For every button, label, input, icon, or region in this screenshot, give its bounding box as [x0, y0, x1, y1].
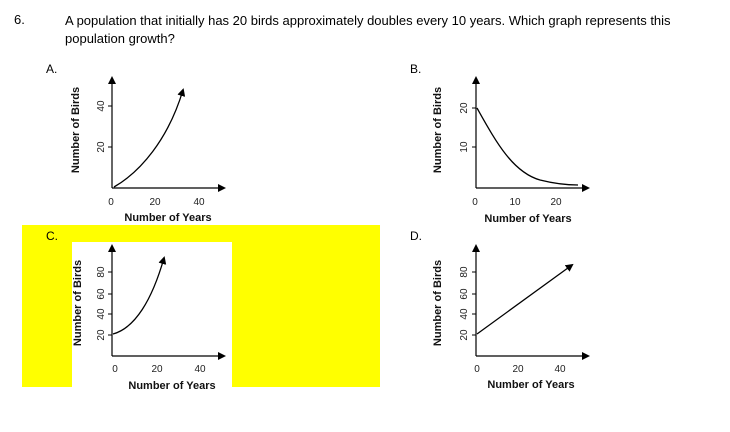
graph-b-ytitle: Number of Birds — [432, 87, 444, 173]
graph-d-xtick-0: 0 — [474, 364, 480, 375]
graph-c-ytick-0: 80 — [96, 266, 107, 278]
graph-b-xtitle: Number of Years — [484, 213, 571, 225]
question-number: 6. — [14, 12, 25, 27]
graph-a-xtitle: Number of Years — [124, 212, 211, 224]
graph-c-xtick-0: 0 — [112, 364, 118, 375]
graph-b-ytick-1: 10 — [459, 141, 470, 153]
graph-d-xtitle: Number of Years — [487, 379, 574, 391]
option-c-label[interactable]: C. — [46, 229, 58, 243]
graph-c-xtitle: Number of Years — [128, 380, 215, 392]
graph-b-xtick-0: 0 — [472, 197, 478, 208]
graph-c: 80 60 40 20 0 20 40 Number of Years Numb… — [72, 242, 232, 392]
graph-d-xtick-2: 40 — [554, 364, 566, 375]
graph-d-xtick-1: 20 — [512, 364, 524, 375]
graph-c-ytick-1: 60 — [96, 288, 107, 300]
graph-a-ytitle: Number of Birds — [70, 87, 82, 173]
graph-a-xtick-0: 0 — [108, 197, 114, 208]
graph-d: 80 60 40 20 0 20 40 Number of Years Numb… — [432, 242, 596, 391]
graph-d-ytick-3: 20 — [459, 329, 470, 341]
highlight-left — [22, 225, 72, 387]
graph-a-xtick-2: 40 — [193, 197, 205, 208]
question-text: A population that initially has 20 birds… — [65, 13, 671, 46]
graph-c-xtick-1: 20 — [151, 364, 163, 375]
graph-a-ytick-0: 40 — [96, 100, 107, 112]
graph-c-ytitle: Number of Birds — [72, 260, 84, 346]
graph-b-xtick-1: 10 — [509, 197, 521, 208]
graph-d-ytick-1: 60 — [459, 288, 470, 300]
option-d-label[interactable]: D. — [410, 229, 422, 243]
highlight-right — [232, 225, 380, 387]
graph-a: 40 20 0 20 40 Number of Years Number of … — [70, 74, 226, 224]
graph-a-ytick-1: 20 — [96, 141, 107, 153]
graph-c-ytick-3: 20 — [96, 329, 107, 341]
graph-a-xtick-1: 20 — [149, 197, 161, 208]
graph-c-curve — [112, 256, 167, 335]
option-b-label[interactable]: B. — [410, 62, 422, 76]
graph-b: 20 10 0 10 20 Number of Years Number of … — [432, 74, 590, 225]
option-a-label[interactable]: A. — [46, 62, 58, 76]
graph-b-curve — [476, 107, 579, 186]
graph-d-ytitle: Number of Birds — [432, 260, 444, 346]
graph-d-ytick-0: 80 — [459, 266, 470, 278]
graph-d-ytick-2: 40 — [459, 308, 470, 320]
graph-c-ytick-2: 40 — [96, 308, 107, 320]
graph-c-xtick-2: 40 — [194, 364, 206, 375]
graph-b-ytick-0: 20 — [459, 102, 470, 114]
graph-b-xtick-2: 20 — [550, 197, 562, 208]
graph-a-curve — [113, 88, 186, 188]
graph-d-line — [476, 263, 574, 335]
